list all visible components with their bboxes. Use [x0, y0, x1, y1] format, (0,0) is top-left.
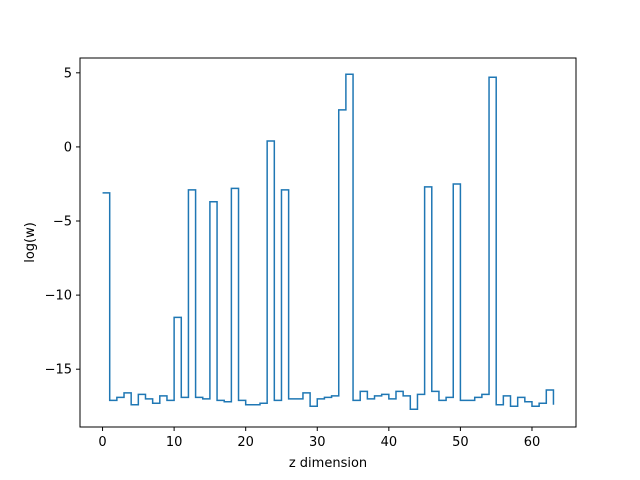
- x-tick-label: 50: [452, 435, 469, 450]
- x-tick-label: 10: [166, 435, 183, 450]
- plot-frame: [79, 57, 577, 428]
- y-axis-label: log(w): [23, 222, 38, 263]
- y-tick-label: 5: [64, 66, 72, 81]
- x-tick-label: 60: [524, 435, 541, 450]
- x-tick-label: 0: [98, 435, 106, 450]
- series-line-0: [102, 73, 555, 410]
- x-tick-label: 40: [381, 435, 398, 450]
- y-tick-label: −15: [45, 363, 72, 378]
- y-tick-label: 0: [64, 140, 72, 155]
- x-axis-label: z dimension: [289, 456, 367, 471]
- x-tick-label: 20: [237, 435, 254, 450]
- y-tick-label: −5: [53, 215, 72, 230]
- plot-layer: [102, 73, 555, 410]
- x-tick-label: 30: [309, 435, 326, 450]
- y-tick-label: −10: [45, 289, 72, 304]
